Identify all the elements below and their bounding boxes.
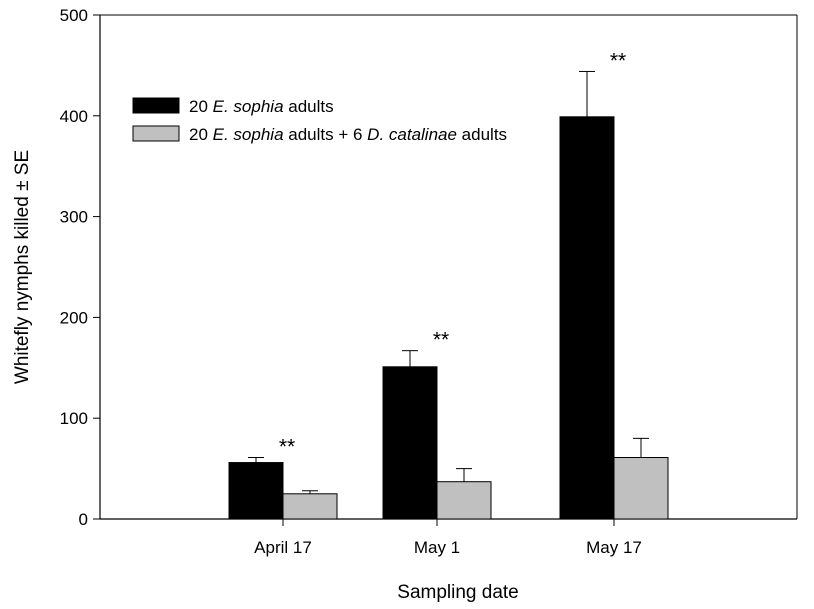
y-tick-label: 300 xyxy=(60,208,88,227)
bar-series1 xyxy=(559,116,615,520)
x-tick-label: April 17 xyxy=(254,538,312,557)
y-axis-label: Whitefly nymphs killed ± SE xyxy=(12,150,33,384)
significance-annotation: ** xyxy=(433,329,449,352)
legend-label-series2: 20 E. sophia adults + 6 D. catalinae adu… xyxy=(189,125,507,144)
y-tick-label: 400 xyxy=(60,107,88,126)
y-tick-label: 0 xyxy=(79,510,88,529)
x-axis-label: Sampling date xyxy=(397,582,518,603)
bar-series1 xyxy=(228,462,284,520)
significance-annotation: ** xyxy=(610,49,626,72)
bar-series2 xyxy=(282,493,338,520)
plot-area: 0 100 200 300 400 500 April 17 May 1 May 17 ** ** *… xyxy=(60,6,798,557)
bar-series2 xyxy=(613,457,669,520)
bar-series2 xyxy=(436,481,492,520)
significance-annotation: ** xyxy=(279,436,295,459)
y-tick-label: 500 xyxy=(60,6,88,25)
legend-label-series1: 20 E. sophia adults xyxy=(189,97,334,116)
y-tick-label: 100 xyxy=(60,409,88,428)
x-tick-label: May 1 xyxy=(414,538,460,557)
x-tick-label: May 17 xyxy=(586,538,642,557)
bar-series1 xyxy=(382,366,438,520)
legend-swatch-series1 xyxy=(132,97,180,114)
legend-swatch-series2 xyxy=(132,125,180,142)
y-tick-label: 200 xyxy=(60,308,88,327)
